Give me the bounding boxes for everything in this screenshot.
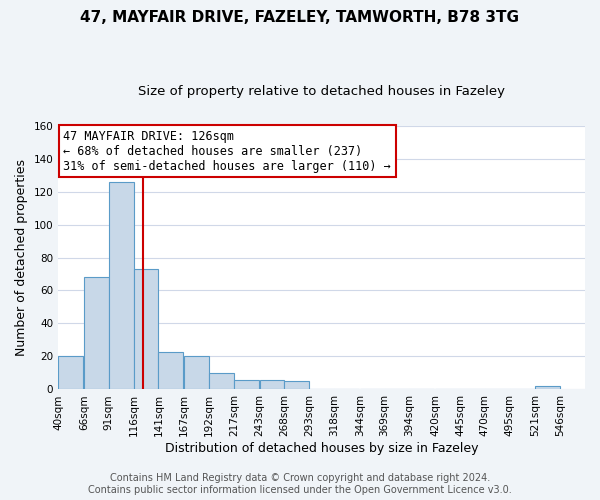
Bar: [158, 352, 183, 390]
Bar: [284, 381, 309, 390]
Bar: [234, 380, 259, 390]
Bar: [209, 373, 234, 390]
Text: 47, MAYFAIR DRIVE, FAZELEY, TAMWORTH, B78 3TG: 47, MAYFAIR DRIVE, FAZELEY, TAMWORTH, B7…: [80, 10, 520, 25]
Text: 47 MAYFAIR DRIVE: 126sqm
← 68% of detached houses are smaller (237)
31% of semi-: 47 MAYFAIR DRIVE: 126sqm ← 68% of detach…: [64, 130, 391, 172]
Bar: [184, 356, 209, 390]
Title: Size of property relative to detached houses in Fazeley: Size of property relative to detached ho…: [138, 85, 505, 98]
Bar: [260, 380, 284, 390]
Bar: [535, 386, 560, 390]
Bar: [134, 269, 158, 390]
Bar: [109, 182, 134, 390]
Bar: [84, 278, 109, 390]
Bar: [58, 356, 83, 390]
Text: Contains HM Land Registry data © Crown copyright and database right 2024.
Contai: Contains HM Land Registry data © Crown c…: [88, 474, 512, 495]
Y-axis label: Number of detached properties: Number of detached properties: [15, 159, 28, 356]
X-axis label: Distribution of detached houses by size in Fazeley: Distribution of detached houses by size …: [165, 442, 478, 455]
